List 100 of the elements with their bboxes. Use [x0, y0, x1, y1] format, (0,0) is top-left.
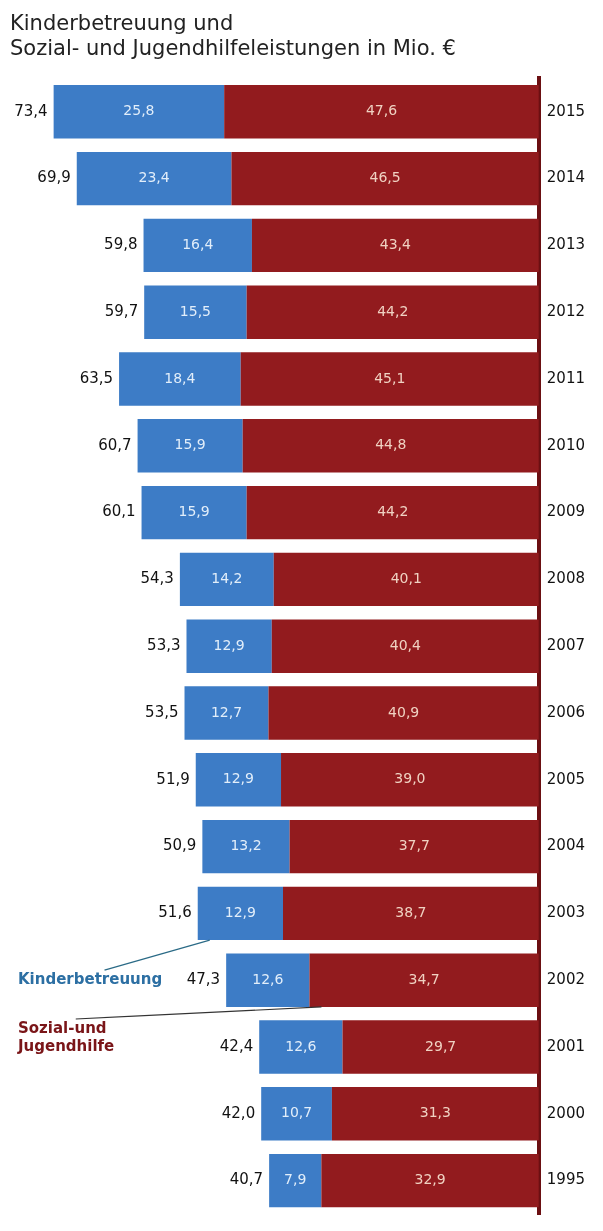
data-label: 12,6 [252, 970, 284, 987]
data-label: 12,9 [222, 770, 254, 787]
y-tick-label: 2004 [546, 836, 586, 855]
total-label: 69,9 [37, 168, 71, 187]
bar [195, 753, 282, 807]
data-label: 44,2 [377, 503, 409, 520]
y-tick-label: 2006 [546, 702, 586, 721]
bar [269, 1153, 322, 1208]
bar [309, 953, 539, 1007]
bar [184, 686, 269, 740]
bar [259, 1020, 343, 1074]
bar [246, 285, 539, 339]
data-label: 43,4 [379, 236, 412, 253]
data-label: 38,7 [395, 904, 427, 921]
total-label: 60,1 [102, 502, 136, 521]
total-label: 63,5 [79, 368, 114, 387]
data-label: 44,8 [375, 436, 407, 453]
text: Kinderbetreuung [18, 970, 163, 989]
bar [53, 85, 225, 139]
y-tick-label: 2012 [546, 302, 586, 321]
total-label: 54,3 [140, 569, 174, 588]
bar [137, 419, 243, 473]
bar [289, 819, 539, 874]
total-label: 53,5 [145, 702, 179, 721]
total-label: 73,4 [14, 101, 48, 120]
data-label: 15,5 [179, 302, 212, 319]
data-label: 12,9 [213, 636, 245, 653]
data-label: 12,6 [285, 1037, 317, 1054]
total-label: 42,0 [221, 1103, 256, 1122]
total-label: 60,7 [98, 435, 132, 454]
bar [261, 1087, 332, 1141]
bar [251, 218, 539, 273]
data-label: 18,4 [164, 369, 196, 386]
bar [321, 1153, 539, 1208]
y-tick-label: 2000 [546, 1103, 586, 1122]
data-label: 14,2 [211, 570, 243, 587]
bar [240, 352, 539, 406]
y-tick-label: 2013 [546, 235, 586, 254]
bar [197, 886, 284, 941]
data-label: 16,4 [182, 236, 214, 253]
total-label: 42,4 [219, 1036, 254, 1055]
y-tick-label: 2001 [546, 1036, 586, 1055]
data-label: 32,9 [414, 1171, 446, 1188]
y-tick-label: 2005 [546, 769, 586, 788]
bar [281, 753, 539, 807]
bar [224, 85, 539, 139]
data-label: 47,6 [365, 102, 398, 119]
total-label: 51,6 [158, 903, 192, 922]
data-label: 25,8 [123, 102, 155, 119]
bar [231, 151, 539, 206]
y-tick-label: 2002 [546, 970, 586, 989]
data-label: 39,0 [394, 770, 426, 787]
bar [141, 485, 247, 540]
total-label: 40,7 [229, 1170, 264, 1189]
bar [179, 552, 274, 607]
y-tick-label: 2014 [546, 168, 586, 187]
bar [331, 1087, 539, 1141]
bar [271, 619, 539, 673]
chart-title: Kinderbetreuung und Sozial- und Jugendhilfeleistungen in Mio. € [10, 11, 456, 61]
data-label: 7,9 [284, 1171, 307, 1188]
data-label: 40,9 [388, 703, 420, 720]
bar [143, 218, 252, 273]
y-tick-label: 2010 [546, 435, 586, 454]
text: Sozial-und Jugendhilfe [17, 1018, 115, 1055]
data-label: 45,1 [374, 369, 406, 386]
bar [202, 819, 290, 874]
data-label: 31,3 [419, 1104, 451, 1121]
bar [273, 552, 539, 607]
data-label: 34,7 [408, 970, 440, 987]
data-label: 44,2 [377, 302, 409, 319]
data-label: 15,9 [178, 503, 210, 520]
data-label: 13,2 [230, 837, 262, 854]
total-label: 50,9 [162, 836, 197, 855]
data-label: 23,4 [138, 169, 170, 186]
bar [283, 886, 539, 941]
bar [76, 151, 232, 206]
total-label: 59,8 [104, 235, 138, 254]
data-label: 10,7 [280, 1104, 313, 1121]
y-tick-label: 2015 [546, 101, 586, 120]
y-tick-label: 2009 [546, 502, 586, 521]
bar [186, 619, 272, 673]
bar [119, 352, 241, 406]
total-label: 53,3 [147, 636, 181, 655]
bar [246, 485, 539, 540]
total-label: 59,7 [104, 302, 139, 321]
data-label: 46,5 [369, 169, 401, 186]
y-tick-label: 2011 [546, 368, 586, 387]
data-label: 12,7 [210, 703, 243, 720]
data-label: 29,7 [425, 1037, 457, 1054]
y-tick-label: 1995 [546, 1170, 586, 1189]
y-tick-label: 2007 [546, 636, 586, 655]
data-label: 15,9 [174, 436, 206, 453]
y-tick-label: 2003 [546, 903, 586, 922]
bar [144, 285, 247, 339]
y-tick-label: 2008 [546, 569, 586, 588]
bar [268, 686, 539, 740]
bar [226, 953, 310, 1007]
data-label: 40,4 [389, 636, 421, 653]
data-label: 37,7 [398, 837, 430, 854]
data-label: 12,9 [224, 904, 256, 921]
